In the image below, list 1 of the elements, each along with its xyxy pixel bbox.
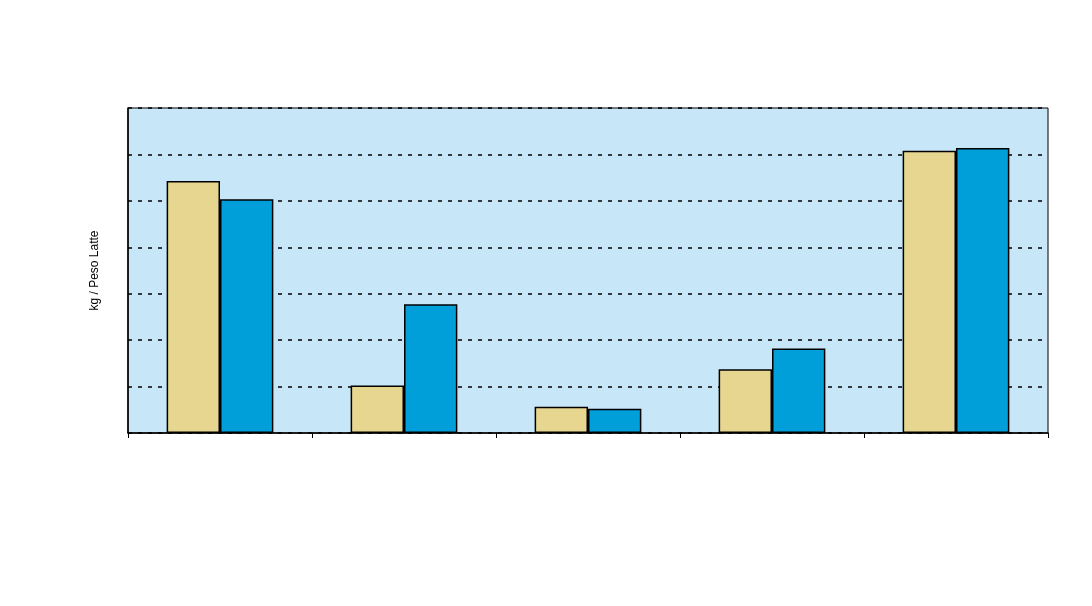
y-axis-title: kg / Peso Latte — [87, 230, 101, 311]
